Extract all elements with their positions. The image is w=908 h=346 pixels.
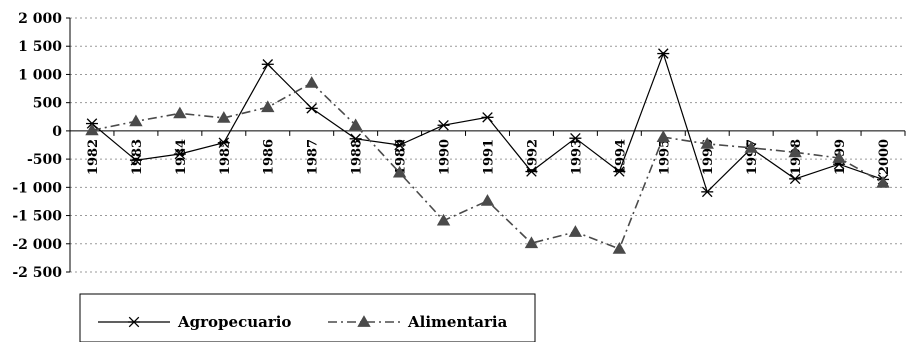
x-tick-label: 1988	[350, 139, 365, 175]
x-tick-label: 2000	[877, 139, 892, 175]
series	[85, 48, 890, 254]
data-point	[261, 100, 275, 113]
y-tick-label: -2 000	[12, 237, 62, 253]
x-tick-label: 1993	[569, 139, 584, 175]
y-tick-label: 1 500	[18, 39, 62, 55]
data-point	[481, 112, 494, 123]
data-point	[261, 59, 274, 70]
x-tick-label: 1982	[86, 139, 101, 175]
legend: Agropecuario Alimentaria	[79, 293, 536, 343]
data-point	[657, 48, 670, 59]
data-point	[173, 148, 186, 160]
data-point	[876, 176, 890, 188]
data-point	[744, 141, 758, 153]
data-point	[436, 213, 451, 226]
data-point	[217, 111, 231, 123]
data-point	[480, 194, 495, 206]
x-tick-label: 1991	[482, 139, 497, 175]
legend-label: Agropecuario	[177, 313, 291, 331]
y-tick-label: -1 000	[12, 180, 62, 196]
legend-item-agropecuario: Agropecuario	[98, 313, 291, 331]
x-tick-label: 1983	[130, 139, 145, 175]
x-tick-label: 1986	[262, 139, 277, 175]
series-alimentaria	[85, 76, 890, 254]
y-tick-label: 500	[33, 96, 62, 112]
data-point	[656, 130, 670, 142]
x-tick-label: 1992	[525, 139, 540, 175]
data-point	[569, 132, 582, 144]
x-tick-label: 1984	[174, 139, 189, 175]
x-tick-label: 1987	[306, 139, 321, 175]
data-point	[789, 173, 802, 185]
data-point	[393, 139, 406, 151]
y-tick-labels: 2 000 1 500 1 000 500 0 -500 -1 000 -1 500 -2 00…	[12, 11, 62, 281]
data-point	[305, 103, 318, 114]
legend-label: Alimentaria	[407, 313, 508, 331]
data-point	[612, 242, 627, 254]
data-point	[392, 165, 407, 178]
data-point	[568, 225, 583, 237]
x-tick-label: 1985	[218, 139, 233, 175]
data-point	[349, 133, 362, 145]
data-point	[348, 118, 363, 131]
y-tick-label: -500	[27, 152, 62, 168]
axes	[66, 17, 906, 273]
data-point	[701, 186, 714, 198]
data-point	[613, 166, 626, 177]
y-tick-label: 0	[52, 124, 62, 140]
data-point	[305, 76, 319, 88]
data-point	[700, 137, 714, 149]
x-tick-label: 1994	[613, 139, 628, 175]
data-point	[217, 137, 230, 149]
data-point	[85, 123, 99, 136]
data-point	[437, 119, 450, 131]
data-point	[832, 151, 846, 163]
data-point	[525, 166, 538, 177]
legend-box	[79, 293, 536, 343]
y-tick-label: 1 000	[18, 67, 62, 83]
y-tick-label: 2 000	[18, 11, 62, 27]
legend-item-alimentaria: Alimentaria	[328, 313, 508, 331]
x-tick-label: 1995	[657, 139, 672, 175]
y-tick-label: -1 500	[12, 209, 62, 225]
data-point	[173, 106, 187, 119]
data-point	[524, 236, 539, 249]
x-tick-label: 1990	[438, 139, 453, 175]
data-point	[129, 154, 142, 166]
x-tick-labels: 1982 1983 1984 1985 1986 1987 1988 1989 1990 1991…	[86, 139, 892, 175]
data-point	[788, 145, 802, 158]
y-tick-label: -2 500	[12, 265, 62, 281]
data-point	[129, 114, 143, 127]
